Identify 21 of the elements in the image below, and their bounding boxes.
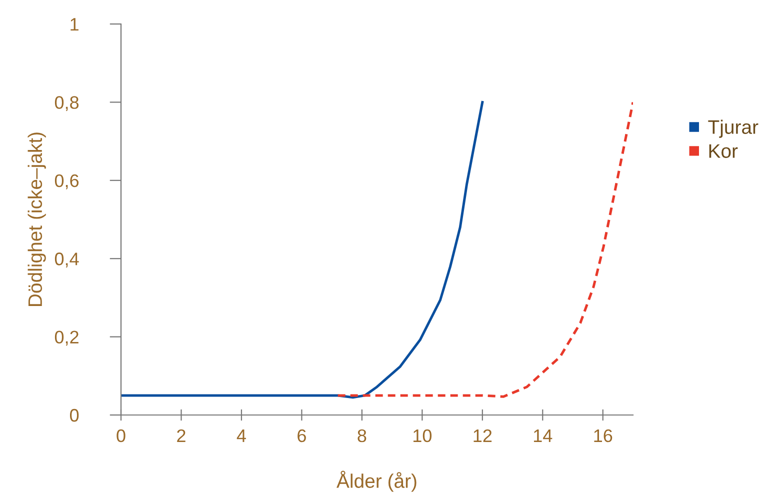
x-tick-label: 2 — [177, 429, 186, 442]
x-tick-label: 10 — [414, 429, 432, 442]
y-tick-label: 0 — [70, 408, 79, 422]
legend-label: Kor — [709, 144, 738, 158]
x-tick-label: 4 — [236, 430, 246, 442]
y-tick-label: 0,4 — [54, 252, 79, 268]
x-tick-label: 8 — [358, 429, 366, 442]
y-tick-label: 1 — [70, 18, 78, 31]
legend-label: Tjurar — [708, 120, 758, 138]
y-tick-label: 0,6 — [54, 174, 79, 190]
x-tick-label: 16 — [594, 429, 612, 442]
x-tick-label: 0 — [116, 429, 126, 442]
x-tick-label: 14 — [534, 430, 552, 442]
line-series — [336, 100, 633, 398]
x-axis-title: Ålder (år) — [336, 470, 416, 492]
y-tick-label: 0,2 — [54, 330, 78, 346]
x-tick-label: 12 — [474, 429, 492, 442]
y-axis-title: Dödlighet (icke–jakt) — [28, 132, 46, 306]
x-tick-label: 6 — [298, 429, 306, 442]
line-series — [121, 100, 484, 399]
y-tick-label: 0,8 — [54, 96, 79, 112]
